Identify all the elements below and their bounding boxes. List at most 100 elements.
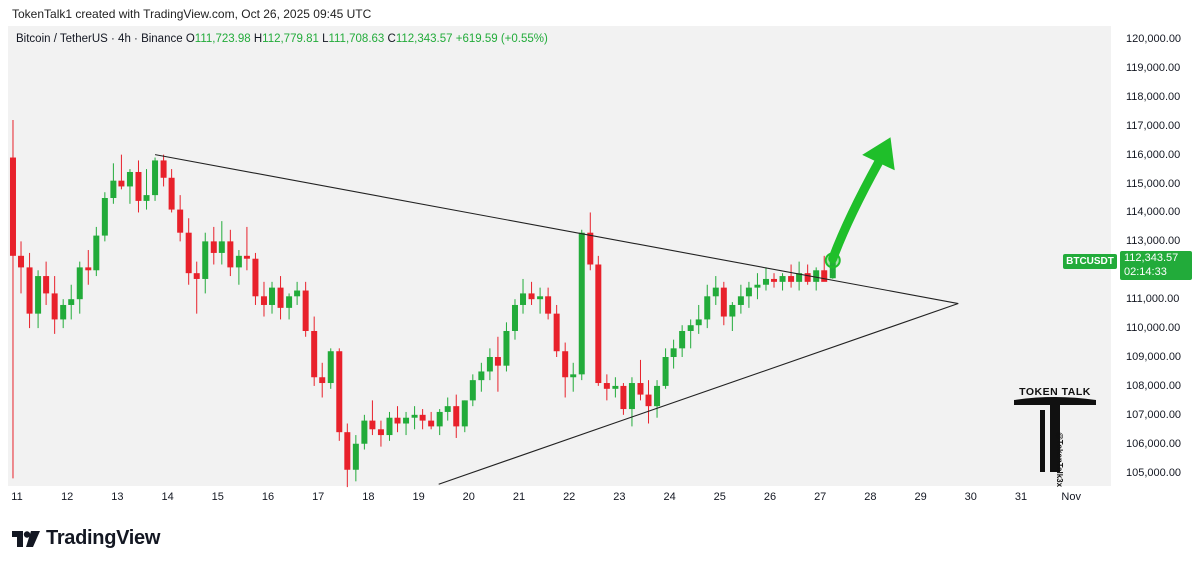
candle-body [269,287,276,305]
price-tick-label: 105,000.00 [1126,466,1182,479]
candle-body [110,180,117,199]
candle-body [712,287,719,297]
price-tick-label: 109,000.00 [1126,351,1182,363]
price-tick-label: 117,000.00 [1126,119,1181,132]
price-tick-label: 115,000.00 [1126,177,1181,190]
tradingview-brand[interactable]: TradingView [12,527,160,550]
candle-body [478,371,485,381]
candle-body [670,348,677,358]
time-tick-label: 18 [362,491,375,503]
candle-body [60,304,67,320]
candle-body [386,417,393,436]
candle-body [193,273,200,279]
candle-body [444,406,451,412]
price-tick-label: 107,000.00 [1126,408,1182,421]
legend-low-label: L [322,33,329,45]
chart-plot-area[interactable] [8,26,1111,486]
token-talk-watermark: TOKEN TALK @TokenTalk3x [1010,386,1100,487]
candle-body [537,296,544,300]
time-tick-label: 26 [763,491,777,503]
candle-body [403,417,410,424]
candle-body [76,267,83,300]
legend-change: +619.59 (+0.55%) [455,33,548,45]
candle-body [126,171,133,187]
price-tick-label: 119,000.00 [1126,61,1181,74]
time-tick-label: 27 [814,491,827,503]
candle-body [461,400,468,427]
candle-body [545,296,552,314]
candle-body [562,351,569,378]
candle-body [311,330,318,378]
candle-body [352,443,359,470]
legend-symbol: Bitcoin / TetherUS · 4h · Binance [16,33,183,45]
candle-body [637,383,644,395]
candle-body [101,198,108,236]
candle-body [135,171,142,201]
price-tick-label: 118,000.00 [1126,90,1181,103]
candle-body [612,385,619,389]
candle-body [428,420,435,427]
candle-body [804,273,811,282]
time-tick-label: 24 [663,491,676,503]
candle-body [18,255,25,268]
candle-body [185,232,192,274]
candle-body [628,383,635,410]
candle-body [720,287,727,317]
legend-low-value: 111,708.63 [328,33,385,45]
candle-body [737,296,744,305]
candle-body [603,383,610,389]
price-tick-label: 114,000.00 [1126,206,1181,219]
candle-body [578,232,585,375]
candle-body [570,374,577,378]
candle-body [118,180,125,187]
legend-high-label: H [253,33,263,45]
candle-body [51,293,58,320]
time-tick-label: 12 [61,491,74,503]
candle-body [218,241,225,253]
candle-body [469,380,476,401]
time-tick-label: 11 [11,491,23,503]
price-tick-label: 113,000.00 [1126,235,1181,248]
candle-body [645,394,652,407]
time-tick-label: 19 [412,491,425,503]
legend-close-value: 112,343.57 [395,33,453,45]
candle-body [762,278,769,285]
last-price-badge: 112,343.57 02:14:33 [1120,251,1192,280]
legend-open-label: O [185,33,195,45]
candle-body [202,241,209,279]
time-axis[interactable]: 11 12 13 14 15 16 17 18 19 20 21 22 23 24 25 26 27 28 29 30… [8,486,1111,510]
legend-open-value: 111,723.98 [194,33,251,45]
candle-body [779,276,786,282]
candle-body [336,351,343,433]
candle-body [35,276,42,314]
time-tick-label: 23 [613,491,626,503]
candle-body [177,209,184,233]
price-tick-label: 116,000.00 [1126,148,1181,161]
time-tick-label: 21 [512,491,526,503]
time-tick-label: 20 [462,491,475,503]
candle-body [286,296,293,308]
token-talk-logo-icon [1014,397,1096,472]
time-tick-label: 29 [914,491,927,503]
candle-body [745,287,752,297]
candle-body [494,357,501,366]
candle-body [453,406,460,427]
candle-body [829,260,836,279]
candle-body [553,313,560,352]
candle-body [85,267,92,271]
candle-body [160,160,167,178]
candle-body [302,290,309,331]
candle-body [679,330,686,349]
time-tick-label: 31 [1014,491,1028,503]
candle-body [143,195,150,201]
price-tick-label: 108,000.00 [1126,379,1182,392]
time-tick-label: 17 [312,491,325,503]
ticker-badge: BTCUSDT [1063,254,1117,269]
time-tick-label: 15 [211,491,224,503]
candle-body [319,377,326,384]
legend-high-value: 112,779.81 [262,33,319,45]
time-tick-label: 25 [713,491,726,503]
candle-body [9,157,16,256]
candle-body [436,411,443,427]
